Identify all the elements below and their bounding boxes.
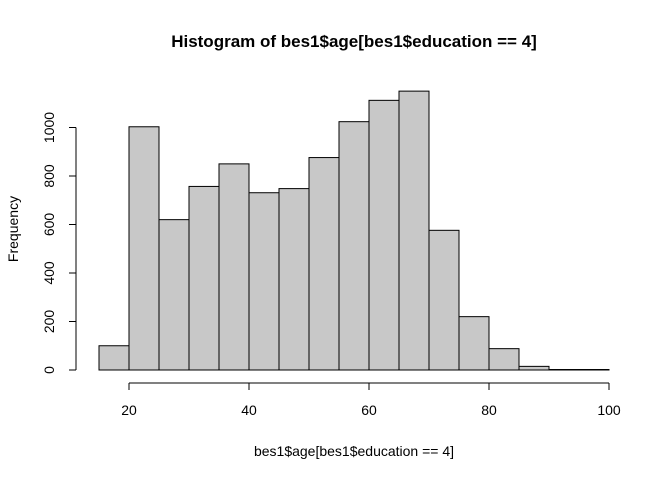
histogram-bar	[519, 366, 549, 370]
x-axis-label: bes1$age[bes1$education == 4]	[254, 443, 454, 459]
x-tick-label: 60	[361, 402, 377, 418]
histogram-bar	[129, 127, 159, 370]
histogram-bar	[489, 349, 519, 370]
histogram-bar	[369, 100, 399, 370]
y-tick-label: 1000	[41, 112, 57, 143]
histogram-bar	[219, 164, 249, 370]
histogram-bar	[99, 346, 129, 370]
histogram-bar	[279, 189, 309, 370]
y-tick-label: 400	[41, 261, 57, 285]
histogram-bar	[309, 158, 339, 370]
y-tick-label: 800	[41, 164, 57, 188]
x-axis: 20 40 60 80 100	[121, 383, 621, 418]
histogram-bar	[429, 230, 459, 370]
x-tick-label: 20	[121, 402, 137, 418]
y-axis: 0 200 400 600 800 1000	[41, 112, 76, 374]
chart-title: Histogram of bes1$age[bes1$education == …	[171, 32, 537, 51]
histogram-bar	[399, 91, 429, 370]
x-tick-label: 40	[241, 402, 257, 418]
y-tick-label: 0	[41, 366, 57, 374]
histogram-bar	[159, 220, 189, 370]
histogram-bar	[339, 122, 369, 370]
histogram-bar	[459, 317, 489, 370]
histogram-bar	[249, 193, 279, 370]
y-axis-label: Frequency	[5, 196, 21, 262]
y-tick-label: 600	[41, 213, 57, 237]
histogram-bar	[189, 186, 219, 370]
bars-group	[99, 91, 609, 370]
x-tick-label: 100	[597, 402, 621, 418]
x-tick-label: 80	[481, 402, 497, 418]
y-tick-label: 200	[41, 310, 57, 334]
